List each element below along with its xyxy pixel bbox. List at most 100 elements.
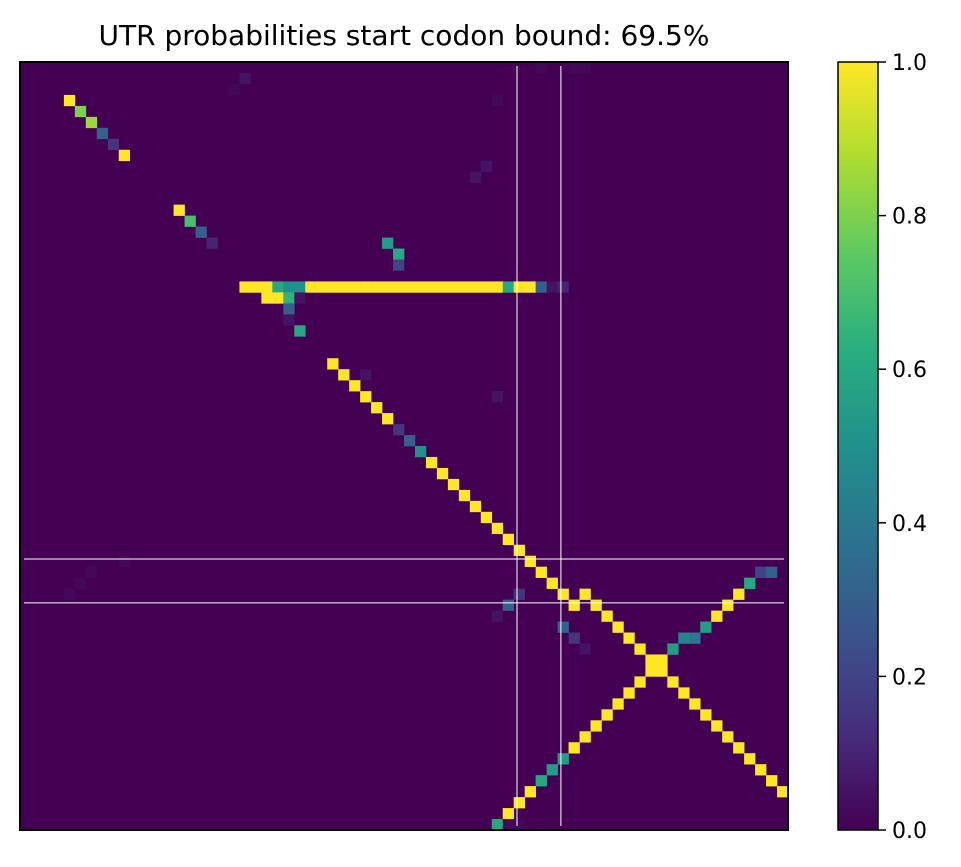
heatmap-cells xyxy=(63,62,799,830)
heatmap-cell xyxy=(788,797,799,808)
heatmap-cell xyxy=(480,160,493,173)
heatmap-cell xyxy=(305,281,317,293)
heatmap-cell xyxy=(667,643,679,655)
heatmap-cell xyxy=(546,281,558,293)
heatmap-cell xyxy=(382,413,394,425)
heatmap-cell xyxy=(250,281,262,293)
heatmap-cell xyxy=(645,665,657,677)
heatmap-cell xyxy=(766,775,778,787)
heatmap-cell xyxy=(524,786,536,798)
heatmap-cell xyxy=(524,281,536,293)
heatmap-cell xyxy=(568,632,580,644)
heatmap-cell xyxy=(557,621,569,633)
heatmap-cell xyxy=(513,281,525,293)
heatmap-cell xyxy=(700,709,712,721)
colorbar: 0.0 0.2 0.4 0.6 0.8 1.0 xyxy=(837,51,927,844)
heatmap-cell xyxy=(283,292,295,304)
heatmap-cell xyxy=(74,577,87,589)
heatmap-cell xyxy=(546,764,558,776)
heatmap-cell xyxy=(535,281,547,293)
heatmap-cell xyxy=(700,621,712,633)
heatmap-cell xyxy=(711,610,723,622)
heatmap-cell xyxy=(349,380,361,392)
heatmap-cell xyxy=(601,610,613,622)
heatmap-cell xyxy=(722,731,734,743)
heatmap-cell xyxy=(63,94,76,107)
heatmap-cell xyxy=(283,303,295,315)
heatmap-cell xyxy=(85,566,98,578)
plot-area xyxy=(19,61,799,831)
heatmap-cell xyxy=(85,116,98,129)
heatmap-cell xyxy=(447,478,460,491)
heatmap-cell xyxy=(469,171,482,183)
heatmap-cell xyxy=(777,786,788,798)
heatmap-cell xyxy=(557,281,569,293)
colorbar-tick-label: 1.0 xyxy=(892,51,927,76)
heatmap-cell xyxy=(458,489,471,502)
heatmap-cell xyxy=(294,292,306,304)
heatmap-cell xyxy=(393,248,405,260)
heatmap-cell xyxy=(568,742,580,754)
heatmap-cell xyxy=(623,632,635,644)
heatmap-cell xyxy=(74,105,87,118)
heatmap-cell xyxy=(338,281,350,293)
heatmap-cell xyxy=(502,599,515,611)
heatmap-cell xyxy=(283,281,295,293)
heatmap-cell xyxy=(590,599,602,611)
heatmap-cell xyxy=(294,281,306,293)
heatmap-cell xyxy=(327,358,339,370)
heatmap-cell xyxy=(502,281,515,293)
heatmap-cell xyxy=(667,676,679,688)
heatmap-cell xyxy=(513,588,525,600)
heatmap-cell xyxy=(568,62,580,74)
heatmap-cell xyxy=(689,632,701,644)
heatmap-cell xyxy=(513,819,525,830)
heatmap-cell xyxy=(393,424,405,436)
heatmap-cell xyxy=(425,281,438,293)
heatmap-cell xyxy=(404,435,416,447)
heatmap-cell xyxy=(272,292,284,304)
heatmap-cell xyxy=(458,281,471,293)
heatmap-cell xyxy=(393,281,405,293)
heatmap-cell xyxy=(469,281,482,293)
heatmap-cell xyxy=(689,698,701,710)
heatmap-cell xyxy=(316,281,328,293)
heatmap-cell xyxy=(491,522,504,535)
heatmap-cell xyxy=(338,369,350,381)
colorbar-tick-label: 0.4 xyxy=(892,512,927,537)
heatmap-cell xyxy=(239,72,251,85)
heatmap-cell xyxy=(524,555,536,567)
heatmap-cell xyxy=(371,281,383,293)
heatmap-cell xyxy=(678,687,690,699)
heatmap-cell xyxy=(382,237,394,249)
heatmap-cell xyxy=(184,215,196,227)
heatmap-cell xyxy=(502,808,515,820)
heatmap-cell xyxy=(579,731,591,743)
heatmap-cell xyxy=(557,588,569,600)
heatmap-cell xyxy=(469,500,482,513)
heatmap-cell xyxy=(195,226,207,238)
heatmap-cell xyxy=(436,281,449,293)
heatmap-cell xyxy=(480,511,493,524)
heatmap-cell xyxy=(294,325,306,337)
heatmap-cell xyxy=(755,566,767,578)
heatmap-cell xyxy=(283,314,295,326)
heatmap-cell xyxy=(722,599,734,611)
heatmap-cell xyxy=(382,281,394,293)
colorbar-tick-label: 0.0 xyxy=(892,819,927,844)
plot-frame xyxy=(19,61,789,831)
heatmap-cell xyxy=(360,369,372,381)
heatmap-cell xyxy=(755,764,767,776)
heatmap-cell xyxy=(513,544,525,557)
heatmap-cell xyxy=(623,687,635,699)
heatmap-cell xyxy=(579,588,591,600)
colorbar-tick-label: 0.2 xyxy=(892,665,927,690)
heatmap-cell xyxy=(414,281,427,293)
heatmap-cell xyxy=(733,588,745,600)
heatmap-cell xyxy=(656,654,668,666)
heatmap-cell xyxy=(349,281,361,293)
heatmap-cell xyxy=(360,281,372,293)
colorbar-gradient xyxy=(838,62,878,830)
heatmap-cell xyxy=(766,566,778,578)
